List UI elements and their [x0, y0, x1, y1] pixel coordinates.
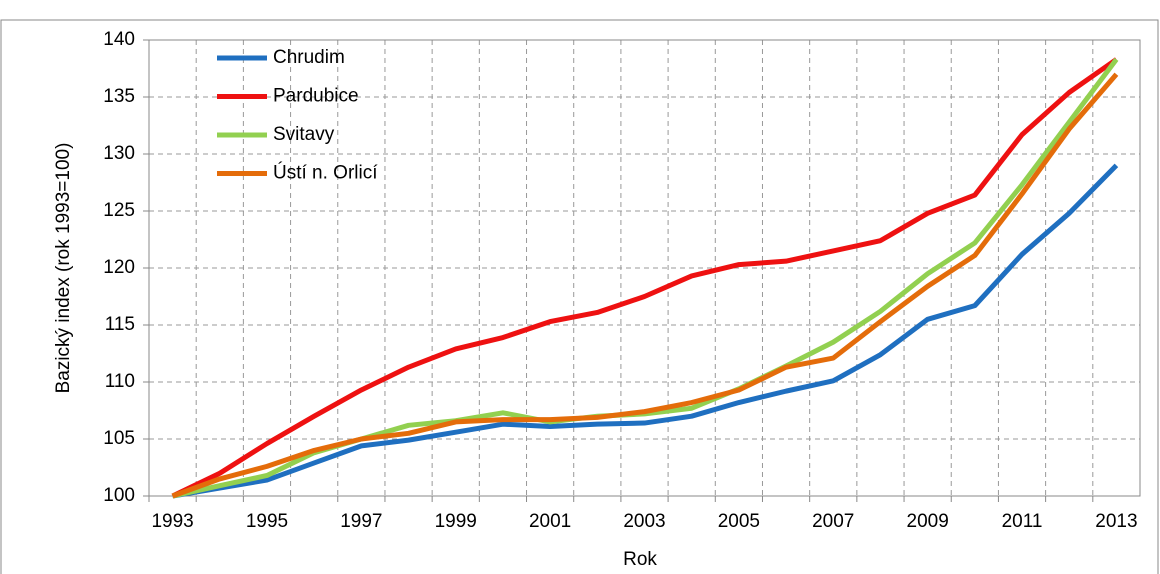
y-tick-label: 115 — [105, 314, 135, 335]
series-line — [171, 57, 1118, 499]
series-line — [172, 163, 1119, 499]
x-tick-label: 2009 — [907, 511, 949, 532]
y-tick-label: 110 — [105, 371, 135, 392]
x-tick-label: 1999 — [435, 511, 477, 532]
y-tick-label: 105 — [103, 428, 135, 449]
y-tick-label: 135 — [103, 86, 135, 107]
y-tick-label: 125 — [103, 200, 135, 221]
legend-label: Chrudim — [273, 47, 345, 68]
chart-frame — [0, 19, 1159, 574]
x-tick-label: 2001 — [529, 511, 571, 532]
legend-label: Ústí n. Orlicí — [273, 162, 378, 184]
y-tick-label: 100 — [103, 485, 135, 506]
legend-label: Pardubice — [273, 86, 359, 107]
x-tick-label: 2007 — [812, 511, 854, 532]
x-tick-label: 1995 — [246, 511, 288, 532]
y-tick-label: 140 — [103, 29, 135, 50]
x-tick-label: 2011 — [1002, 511, 1043, 532]
legend-label: Svitavy — [273, 124, 335, 145]
y-axis-label: Bazický index (rok 1993=100) — [53, 143, 74, 394]
series-line — [171, 72, 1119, 499]
y-tick-label: 130 — [103, 143, 135, 164]
x-tick-label: 2013 — [1095, 511, 1137, 532]
x-tick-label: 1993 — [151, 511, 193, 532]
x-tick-label: 1997 — [340, 511, 382, 532]
x-tick-label: 2005 — [718, 511, 760, 532]
x-tick-label: 2003 — [623, 511, 665, 532]
y-tick-label: 120 — [103, 257, 135, 278]
x-axis-label: Rok — [623, 549, 657, 570]
plot-frame — [148, 39, 1141, 497]
